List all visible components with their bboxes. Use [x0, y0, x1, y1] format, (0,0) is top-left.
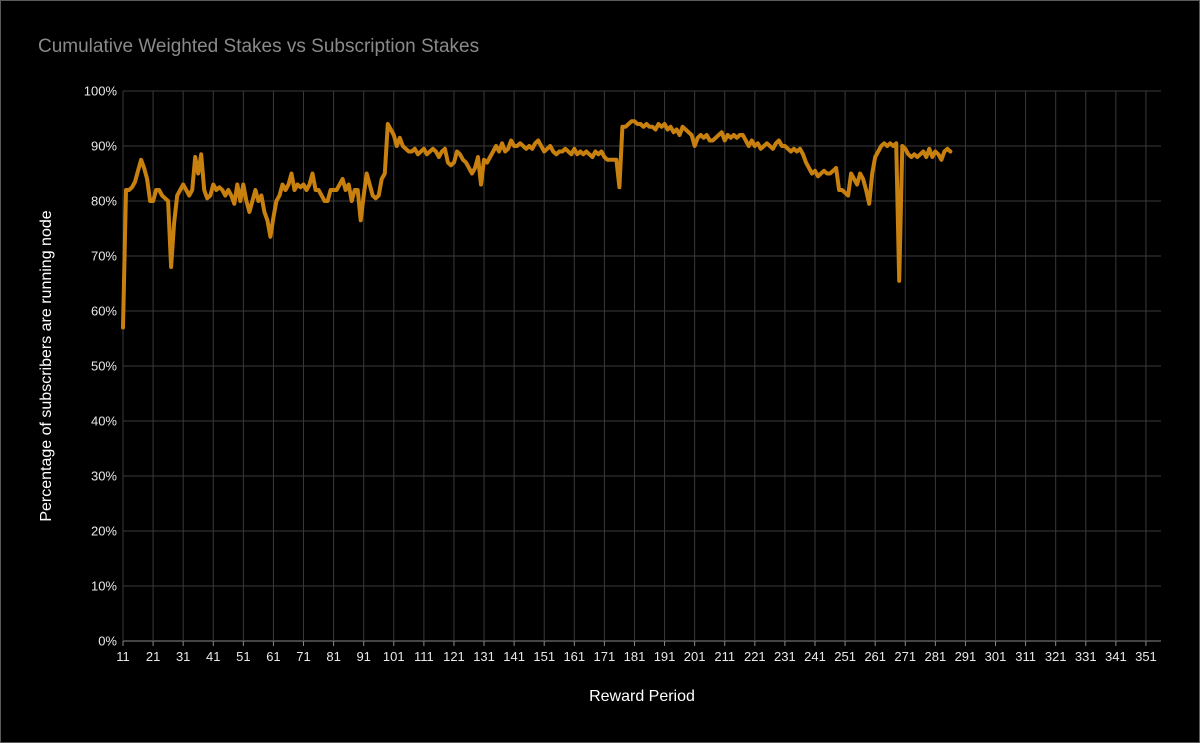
y-tick-label: 30%	[91, 469, 117, 484]
x-tick-label: 191	[654, 649, 676, 664]
series-group	[121, 119, 953, 330]
x-axis-ticks: 11 21 31 41 51 61 71 81 91 101 111 121 131 141 151 161 1…	[116, 641, 1157, 664]
grid-lines	[122, 90, 1161, 642]
x-tick-label: 221	[744, 649, 766, 664]
x-tick-label: 111	[414, 649, 434, 664]
x-tick-label: 101	[383, 649, 405, 664]
x-tick-label: 301	[985, 649, 1007, 664]
x-tick-label: 91	[356, 649, 370, 664]
x-tick-label: 61	[266, 649, 280, 664]
x-tick-label: 331	[1075, 649, 1097, 664]
y-tick-label: 90%	[91, 139, 117, 154]
x-tick-label: 171	[594, 649, 616, 664]
x-tick-label: 311	[1015, 649, 1036, 664]
x-tick-label: 11	[116, 649, 130, 664]
x-tick-label: 351	[1135, 649, 1157, 664]
x-axis-title: Reward Period	[589, 688, 695, 705]
x-tick-label: 51	[236, 649, 250, 664]
x-tick-label: 161	[563, 649, 585, 664]
y-axis-title: Percentage of subscribers are running no…	[38, 210, 55, 521]
x-tick-label: 251	[834, 649, 856, 664]
x-tick-label: 231	[774, 649, 796, 664]
x-tick-label: 81	[326, 649, 340, 664]
x-tick-label: 21	[146, 649, 160, 664]
y-tick-label: 100%	[84, 84, 118, 99]
y-tick-label: 40%	[91, 414, 117, 429]
x-tick-label: 211	[714, 649, 735, 664]
x-tick-label: 291	[955, 649, 977, 664]
x-tick-label: 281	[924, 649, 946, 664]
x-tick-label: 241	[804, 649, 826, 664]
x-tick-label: 31	[176, 649, 190, 664]
y-tick-label: 10%	[91, 579, 117, 594]
x-tick-label: 41	[206, 649, 220, 664]
x-tick-label: 71	[296, 649, 310, 664]
x-tick-label: 341	[1105, 649, 1127, 664]
x-tick-label: 271	[894, 649, 916, 664]
y-tick-label: 60%	[91, 304, 117, 319]
x-tick-label: 121	[443, 649, 465, 664]
x-tick-label: 151	[533, 649, 555, 664]
y-tick-label: 20%	[91, 524, 117, 539]
y-tick-label: 80%	[91, 194, 117, 209]
x-tick-label: 181	[624, 649, 646, 664]
y-tick-label: 0%	[98, 634, 117, 649]
x-tick-label: 201	[684, 649, 706, 664]
x-tick-label: 141	[503, 649, 525, 664]
y-axis-ticks: 0% 10% 20% 30% 40% 50% 60% 70% 80% 90% 100%	[84, 84, 118, 649]
y-tick-label: 50%	[91, 359, 117, 374]
y-tick-label: 70%	[91, 249, 117, 264]
chart-title: Cumulative Weighted Stakes vs Subscripti…	[38, 36, 480, 57]
series-line	[121, 119, 953, 330]
x-tick-label: 261	[864, 649, 886, 664]
x-tick-label: 131	[473, 649, 495, 664]
x-tick-label: 321	[1045, 649, 1067, 664]
